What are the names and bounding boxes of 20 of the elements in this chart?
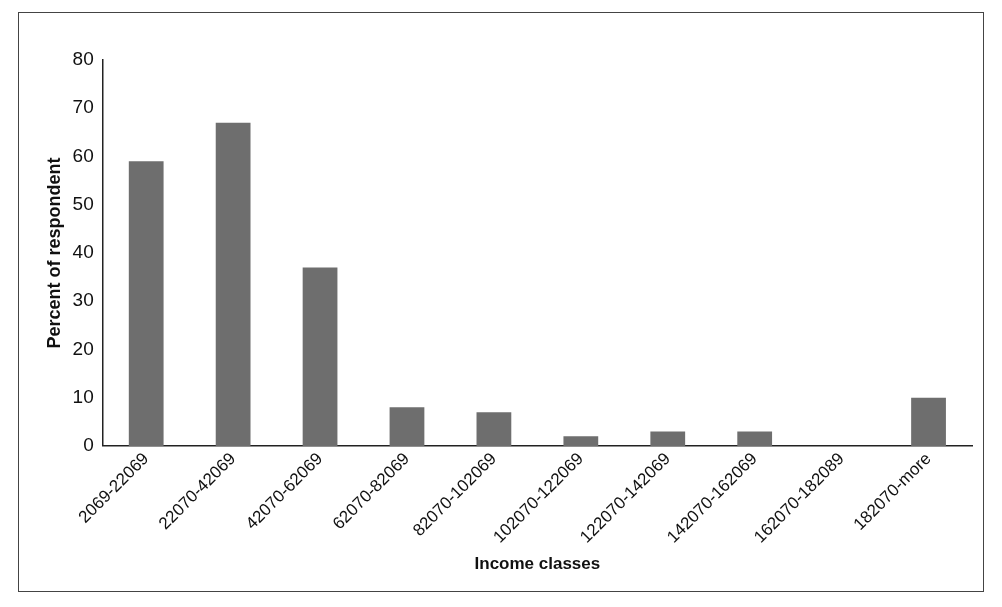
y-tick-label: 50 — [72, 192, 94, 214]
bar — [215, 122, 251, 446]
bar — [389, 407, 425, 446]
y-tick-label: 0 — [83, 434, 94, 456]
bar — [302, 267, 338, 446]
bar — [476, 412, 512, 446]
bar — [128, 161, 164, 446]
bar — [911, 397, 946, 446]
y-tick-label: 70 — [72, 96, 94, 118]
y-tick-label: 80 — [72, 48, 94, 70]
y-tick-label: 10 — [72, 385, 94, 407]
bar — [650, 431, 686, 446]
y-tick-label: 20 — [72, 337, 94, 359]
x-axis-title: Income classes — [474, 554, 601, 574]
y-axis-title: Percent of respondent — [43, 157, 64, 349]
y-tick-label: 60 — [72, 144, 94, 166]
bar — [737, 431, 773, 446]
y-tick-label: 40 — [72, 241, 94, 263]
y-tick-label: 30 — [72, 289, 94, 311]
bar — [563, 436, 599, 446]
